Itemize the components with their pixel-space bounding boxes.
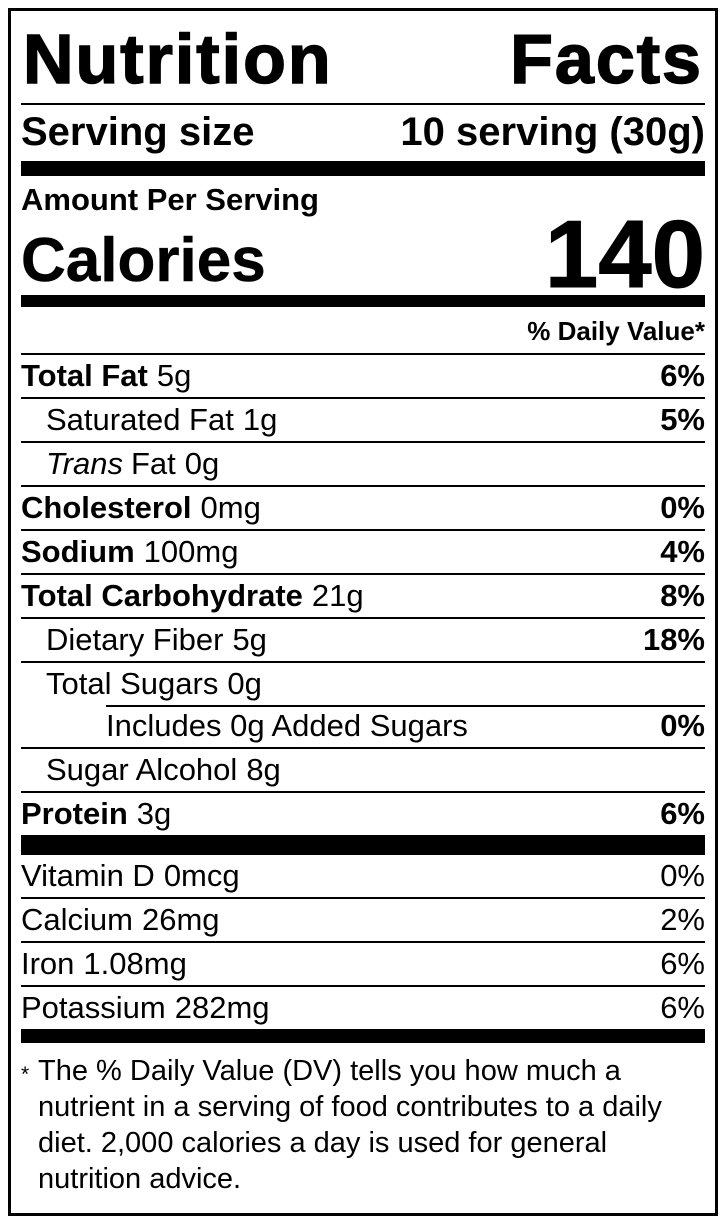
serving-size-value: 10 serving (30g) [400, 110, 705, 154]
calories-label: Calories [21, 226, 266, 295]
serving-size-row: Serving size 10 serving (30g) [21, 105, 705, 161]
nutrient-row-total-fat: Total Fat 5g 6% [21, 355, 705, 399]
calories-value: 140 [544, 201, 705, 308]
calories-row: Calories 140 [21, 201, 706, 308]
nutrient-amount: 0g [184, 446, 220, 481]
nutrient-name: Sodium [21, 534, 135, 569]
separator-bar-medium [21, 1029, 705, 1043]
separator-bar-medium [21, 295, 705, 307]
label-title: Nutrition Facts [21, 11, 705, 105]
nutrient-amount: 282mg [174, 990, 270, 1025]
nutrient-amount: 21g [311, 578, 364, 613]
nutrient-dv: 5% [660, 402, 705, 437]
nutrient-name: Vitamin D [21, 858, 155, 893]
micronutrient-row-potassium: Potassium 282mg 6% [21, 987, 705, 1029]
nutrient-dv: 18% [642, 622, 705, 657]
nutrient-dv: 6% [660, 358, 705, 393]
nutrient-amount: 0mcg [163, 858, 240, 893]
serving-size-label: Serving size [21, 110, 255, 154]
nutrient-name: Total Fat [21, 358, 148, 393]
nutrient-name: Total Carbohydrate [21, 578, 303, 613]
nutrient-name: Sugar Alcohol [46, 752, 238, 787]
nutrient-dv: 6% [660, 946, 705, 981]
nutrient-row-sodium: Sodium 100mg 4% [21, 531, 705, 575]
footnote-asterisk: * [21, 1063, 30, 1086]
nutrient-row-total-sugars: Total Sugars 0g [21, 663, 705, 705]
micronutrient-row-calcium: Calcium 26mg 2% [21, 899, 705, 943]
nutrient-name: Calcium [21, 902, 133, 937]
nutrient-name: Protein [21, 796, 128, 831]
separator-bar-thick [21, 835, 705, 855]
nutrient-amount: 100mg [143, 534, 239, 569]
nutrient-row-added-sugars: Includes 0g Added Sugars 0% [21, 705, 705, 749]
nutrient-row-trans-fat: Trans Fat 0g [21, 443, 705, 487]
footnote: * The % Daily Value (DV) tells you how m… [21, 1043, 705, 1213]
separator-bar-thick [21, 161, 705, 176]
nutrient-name: Saturated Fat [46, 402, 234, 437]
nutrient-name: Dietary Fiber [46, 622, 224, 657]
nutrient-amount: 0g [227, 666, 262, 701]
nutrient-amount: 5g [156, 358, 192, 393]
daily-value-header: % Daily Value* [21, 307, 705, 355]
micronutrient-row-vitamin-d: Vitamin D 0mcg 0% [21, 855, 705, 899]
nutrient-name: Potassium [21, 990, 166, 1025]
nutrient-name: Cholesterol [21, 490, 192, 525]
nutrient-name: Fat [130, 446, 176, 481]
nutrient-dv: 0% [660, 708, 705, 743]
footnote-text: The % Daily Value (DV) tells you how muc… [38, 1055, 662, 1195]
nutrient-dv: 0% [660, 490, 705, 525]
nutrient-dv: 8% [660, 578, 705, 613]
nutrient-row-protein: Protein 3g 6% [21, 793, 705, 835]
nutrient-row-dietary-fiber: Dietary Fiber 5g 18% [21, 619, 705, 663]
nutrient-amount: 3g [136, 796, 172, 831]
nutrient-name: Includes 0g Added Sugars [106, 708, 468, 743]
nutrient-amount: 1.08mg [83, 946, 187, 981]
micronutrient-row-iron: Iron 1.08mg 6% [21, 943, 705, 987]
nutrient-dv: 6% [660, 990, 705, 1025]
nutrient-dv: 0% [660, 858, 705, 893]
nutrient-row-sugar-alcohol: Sugar Alcohol 8g [21, 749, 705, 793]
nutrition-facts-label: Nutrition Facts Serving size 10 serving … [8, 8, 718, 1216]
nutrient-dv: 6% [660, 796, 705, 831]
nutrient-row-saturated-fat: Saturated Fat 1g 5% [21, 399, 705, 443]
nutrient-amount: 1g [242, 402, 278, 437]
nutrient-name-italic: Trans [46, 446, 123, 481]
title-word-facts: Facts [509, 20, 703, 98]
nutrient-amount: 8g [246, 752, 281, 787]
nutrient-name: Total Sugars [46, 666, 219, 701]
nutrient-dv: 2% [660, 902, 705, 937]
nutrient-row-cholesterol: Cholesterol 0mg 0% [21, 487, 705, 531]
nutrient-amount: 26mg [141, 902, 220, 937]
nutrient-name: Iron [21, 946, 75, 981]
title-word-nutrition: Nutrition [22, 20, 333, 98]
nutrient-dv: 4% [660, 534, 705, 569]
nutrient-amount: 5g [232, 622, 267, 657]
nutrient-row-total-carbohydrate: Total Carbohydrate 21g 8% [21, 575, 705, 619]
nutrient-amount: 0mg [200, 490, 261, 525]
amount-per-serving-label: Amount Per Serving [21, 182, 319, 217]
